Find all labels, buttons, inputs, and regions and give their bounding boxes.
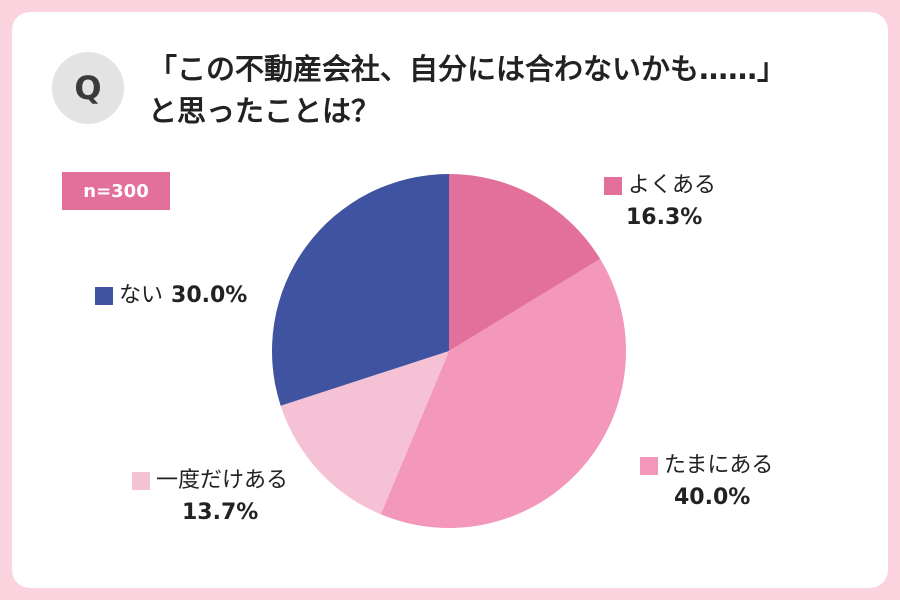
legend-swatch [95,287,113,305]
legend-ichido-dake-aru: 一度だけある 13.7% [132,465,288,529]
slice-value-ichido-dake-aru: 13.7% [182,500,259,525]
legend-swatch [132,472,150,490]
slice-value-tamani-aru: 40.0% [674,485,751,510]
question-text: 「この不動産会社、自分には合わないかも……」 と思ったことは？ [148,48,848,132]
legend-swatch [640,457,658,475]
legend-yoku-aru: よくある 16.3% [604,170,716,234]
question-badge: Q [52,52,124,124]
slice-label-ichido-dake-aru: 一度だけある [156,468,289,493]
slice-label-nai: ない [119,283,164,308]
pie-slice-ichido-dake-aru [280,351,449,515]
legend-swatch [604,177,622,195]
slice-value-yoku-aru: 16.3% [626,205,703,230]
slice-label-yoku-aru: よくある [628,173,717,198]
slice-value-nai: 30.0% [171,283,248,308]
legend-tamani-aru: たまにある 40.0% [640,450,773,514]
pie-slice-tamani-aru [380,258,626,528]
question-line-2: と思ったことは？ [148,94,381,128]
legend-nai: ない 30.0% [95,280,247,312]
question-line-1: 「この不動産会社、自分には合わないかも……」 [148,52,787,86]
slice-label-tamani-aru: たまにある [664,453,774,478]
pie-slice-nai [272,174,449,406]
pie-slice-yoku-aru [449,174,601,351]
sample-size-badge: n=300 [62,172,170,210]
